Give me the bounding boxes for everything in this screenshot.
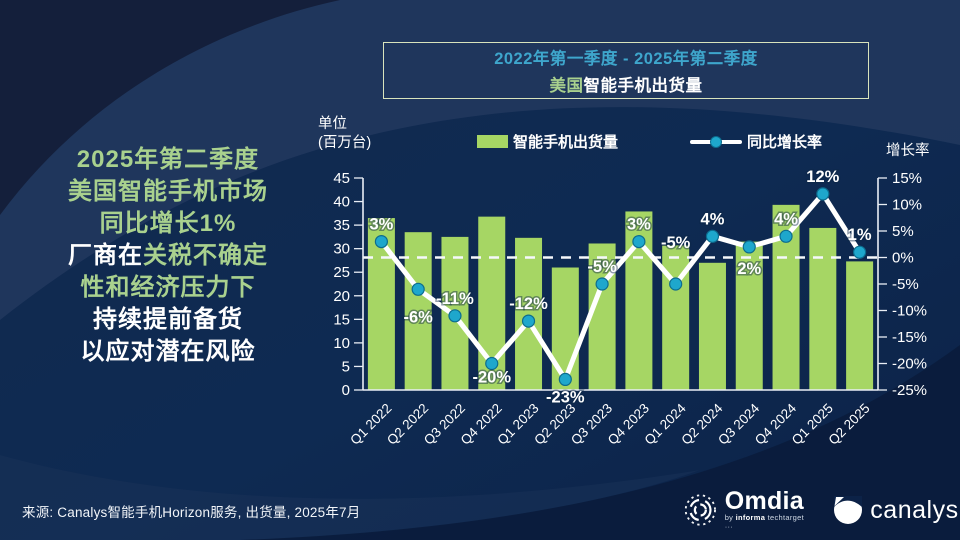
source-note: 来源: Canalys智能手机Horizon服务, 出货量, 2025年7月 [22,505,361,520]
growth-line-marker [742,240,756,254]
bar-Q2-2024 [698,262,726,390]
left-axis-tick-label: 30 [333,241,350,258]
growth-data-label: 3% [627,216,651,234]
canalys-name: canalys [870,496,959,524]
growth-data-label: -5% [661,234,691,252]
legend-shipments-label: 智能手机出货量 [513,134,619,151]
omdia-tagline: by informa techtarget ··· [724,513,804,531]
growth-line-marker [411,282,425,296]
right-axis-tick-label: -25% [892,382,927,399]
right-axis-title: 增长率 [886,143,930,159]
growth-line-marker [374,235,388,249]
insight-line: 2025年第二季度 [76,146,260,173]
growth-line-marker [705,229,720,243]
growth-data-label: 3% [369,216,393,234]
growth-line-marker [853,245,867,259]
bar-Q3-2023 [588,243,616,390]
insight-line: 性和经济压力下 [80,274,256,301]
growth-line-marker [632,235,646,249]
chart-title-box: 2022年第一季度 - 2025年第二季度 美国智能手机出货量 [383,42,869,99]
omdia-name: Omdia [724,487,804,515]
left-axis-title-line2: (百万台) [318,135,372,151]
growth-data-label: 4% [701,210,725,228]
growth-line-marker [558,372,572,386]
left-axis-tick-label: 40 [333,194,350,211]
insight-line: 美国智能手机市场 [68,178,268,205]
insight-line: 同比增长1% [99,210,237,237]
growth-line-marker [816,187,830,201]
left-axis-tick-label: 45 [333,170,350,187]
x-axis-label: Q2 2025 [825,401,872,448]
growth-data-label: -20% [472,369,511,387]
brand-logos: Omdia by informa techtarget ··· canalys [682,487,958,533]
bar-Q2-2023 [551,267,579,390]
growth-data-label: -6% [404,308,434,326]
right-axis-tick-label: -20% [892,356,927,373]
growth-data-label: 1% [848,226,872,244]
canalys-swoosh-icon [834,496,863,524]
omdia-rings-icon [684,494,716,526]
growth-line-marker [595,277,609,291]
left-axis-tick-label: 35 [333,217,350,234]
left-axis-tick-label: 25 [333,264,350,281]
growth-data-label: 4% [774,210,798,228]
left-axis-tick-label: 15 [333,311,350,328]
canalys-logo: canalys [833,495,958,525]
bar-Q2-2025 [846,261,874,390]
omdia-logo: Omdia by informa techtarget ··· [682,489,807,531]
insight-line: 厂商在关税不确定 [68,242,268,269]
growth-data-label: -11% [436,290,474,308]
legend-item-shipments: 智能手机出货量 [477,131,618,152]
legend-item-growth: 同比增长率 [690,131,822,152]
growth-data-label: -5% [587,258,617,276]
right-axis-tick-label: 0% [892,250,914,267]
growth-data-label: -23% [546,388,585,406]
line-legend-swatch-icon [690,135,742,149]
growth-line-marker [485,356,499,371]
title-subject-highlight: 美国 [549,77,584,95]
bar-Q1-2024 [662,245,690,390]
title-subject-rest: 智能手机出货量 [583,77,703,95]
key-insight-text: 2025年第二季度 美国智能手机市场 同比增长1% 厂商在关税不确定 性和经济压力下 持续… [18,144,318,368]
right-axis-tick-label: 10% [892,197,922,214]
left-axis-tick-label: 10 [333,335,350,352]
bar-Q1-2025 [809,227,837,390]
bar-legend-swatch-icon [477,135,508,148]
legend-growth-label: 同比增长率 [747,134,823,151]
growth-data-label: 2% [737,260,761,278]
growth-line-marker [779,229,793,243]
insight-line: 以应对潜在风险 [80,338,256,365]
growth-line-marker [669,277,683,291]
growth-data-label: -12% [509,295,548,313]
left-axis-tick-label: 5 [342,358,350,375]
bar-Q1-2023 [515,237,543,390]
growth-line-marker [521,314,536,328]
left-axis-title: 单位 (百万台) [318,115,371,153]
right-axis-tick-label: -15% [892,329,927,346]
left-axis-tick-label: 0 [342,382,350,399]
insight-line: 持续提前备货 [93,306,243,333]
growth-line-marker [448,309,462,323]
omdia-wordmark: Omdia by informa techtarget ··· [724,487,808,532]
bar-Q3-2024 [735,241,763,390]
right-axis-tick-label: 5% [892,223,914,240]
title-period: 2022年第一季度 - 2025年第二季度 [494,50,758,68]
left-axis-title-line1: 单位 [318,116,347,132]
right-axis-tick-label: -5% [892,276,919,293]
growth-data-label: 12% [806,168,839,186]
title-subject: 美国智能手机出货量 [384,72,868,96]
left-axis-tick-label: 20 [333,288,350,305]
right-axis-tick-label: 15% [892,170,922,187]
right-axis-tick-label: -10% [892,303,927,320]
